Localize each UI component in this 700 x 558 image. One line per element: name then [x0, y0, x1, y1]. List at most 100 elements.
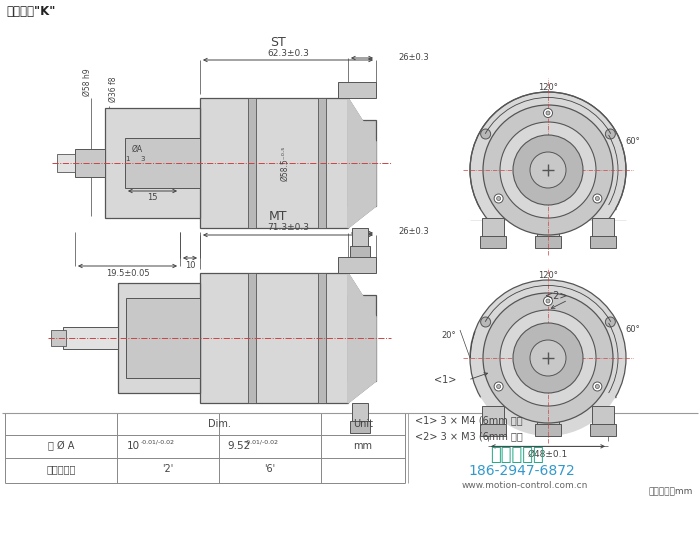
Bar — [248, 98, 256, 228]
Bar — [480, 425, 506, 436]
Bar — [63, 327, 118, 349]
Text: 120°: 120° — [538, 84, 558, 93]
Circle shape — [496, 196, 500, 200]
Text: 夹紧法兰"K": 夹紧法兰"K" — [6, 5, 55, 18]
Bar — [248, 273, 256, 403]
Bar — [537, 218, 559, 237]
Bar — [75, 149, 105, 177]
Circle shape — [593, 382, 602, 391]
Text: 10: 10 — [185, 261, 195, 270]
Circle shape — [481, 317, 491, 327]
Text: ST: ST — [270, 36, 286, 49]
Bar — [126, 298, 200, 378]
Text: www.motion-control.com.cn: www.motion-control.com.cn — [462, 482, 589, 490]
Circle shape — [596, 196, 599, 200]
Text: -0.01/-0.02: -0.01/-0.02 — [245, 440, 279, 445]
Circle shape — [530, 152, 566, 188]
Text: Dim.: Dim. — [208, 419, 230, 429]
Bar — [352, 403, 368, 423]
Bar — [318, 98, 326, 228]
Bar — [348, 295, 376, 381]
Text: Ø58 h9: Ø58 h9 — [83, 69, 92, 96]
Bar — [535, 425, 561, 436]
Text: <1> 3 × M4 (6mm 深）: <1> 3 × M4 (6mm 深） — [415, 415, 523, 425]
Bar — [482, 218, 504, 237]
Circle shape — [606, 129, 615, 139]
Circle shape — [483, 293, 613, 423]
Text: 60°: 60° — [626, 325, 641, 334]
Bar — [468, 221, 628, 250]
Circle shape — [481, 129, 491, 139]
Bar — [482, 406, 504, 425]
Text: -0.01/-0.02: -0.01/-0.02 — [141, 440, 175, 445]
Circle shape — [470, 280, 626, 436]
Text: <1>: <1> — [433, 375, 456, 385]
Circle shape — [494, 382, 503, 391]
Circle shape — [606, 317, 615, 327]
Text: mm: mm — [354, 441, 372, 451]
Circle shape — [470, 92, 626, 248]
Text: 20°: 20° — [442, 331, 456, 340]
Circle shape — [546, 299, 550, 303]
Bar — [350, 421, 370, 433]
Text: 120°: 120° — [538, 272, 558, 281]
Bar — [338, 257, 376, 273]
Circle shape — [593, 194, 602, 203]
Bar — [51, 330, 66, 346]
Circle shape — [483, 105, 613, 235]
Text: 62.3±0.3: 62.3±0.3 — [267, 49, 309, 57]
Text: 轴 Ø A: 轴 Ø A — [48, 441, 74, 451]
Bar — [200, 273, 348, 403]
Text: 60°: 60° — [626, 137, 641, 147]
Text: '2': '2' — [162, 464, 174, 474]
Text: Ø36 f8: Ø36 f8 — [108, 76, 118, 102]
Bar — [105, 108, 200, 218]
Bar — [480, 237, 506, 248]
Bar — [200, 98, 348, 228]
Text: Ø58.5⁻⁰·⁵: Ø58.5⁻⁰·⁵ — [281, 145, 290, 181]
Text: 26±0.3: 26±0.3 — [398, 52, 428, 61]
Bar — [590, 237, 616, 248]
Circle shape — [496, 384, 500, 388]
Text: 1: 1 — [125, 156, 130, 162]
Circle shape — [530, 340, 566, 376]
Circle shape — [500, 310, 596, 406]
Bar — [338, 82, 376, 98]
Text: <2> 3 × M3 (6mm 深）: <2> 3 × M3 (6mm 深） — [415, 431, 523, 441]
Bar — [537, 406, 559, 425]
Circle shape — [513, 323, 583, 393]
Circle shape — [596, 384, 599, 388]
Circle shape — [546, 111, 550, 115]
Text: 10: 10 — [127, 441, 140, 451]
Text: 西安德伍拓: 西安德伍拓 — [490, 446, 544, 464]
Text: 9.52: 9.52 — [227, 441, 251, 451]
Circle shape — [543, 296, 552, 305]
Text: <2>: <2> — [545, 291, 567, 301]
Bar — [318, 273, 326, 403]
Text: 15: 15 — [147, 194, 158, 203]
Text: 尺寸单位：mm: 尺寸单位：mm — [649, 487, 693, 496]
Bar — [348, 120, 376, 206]
Bar — [118, 283, 200, 393]
Bar — [590, 425, 616, 436]
Bar — [535, 237, 561, 248]
Circle shape — [494, 194, 503, 203]
Text: 轴类型代码: 轴类型代码 — [46, 464, 76, 474]
Text: 186-2947-6872: 186-2947-6872 — [468, 464, 575, 478]
Bar — [125, 138, 200, 188]
Text: Ø48±0.1: Ø48±0.1 — [528, 450, 568, 459]
Text: 3: 3 — [141, 156, 146, 162]
Circle shape — [500, 122, 596, 218]
Text: 19.5±0.05: 19.5±0.05 — [106, 268, 149, 277]
Text: '6': '6' — [265, 464, 276, 474]
Bar — [592, 406, 614, 425]
Bar — [592, 218, 614, 237]
Text: MT: MT — [269, 210, 287, 224]
Bar — [350, 246, 370, 258]
Circle shape — [543, 108, 552, 118]
Text: Unit: Unit — [353, 419, 373, 429]
Bar — [57, 154, 75, 172]
Bar — [352, 228, 368, 248]
Text: 71.3±0.3: 71.3±0.3 — [267, 224, 309, 233]
Text: ØA: ØA — [132, 145, 143, 153]
